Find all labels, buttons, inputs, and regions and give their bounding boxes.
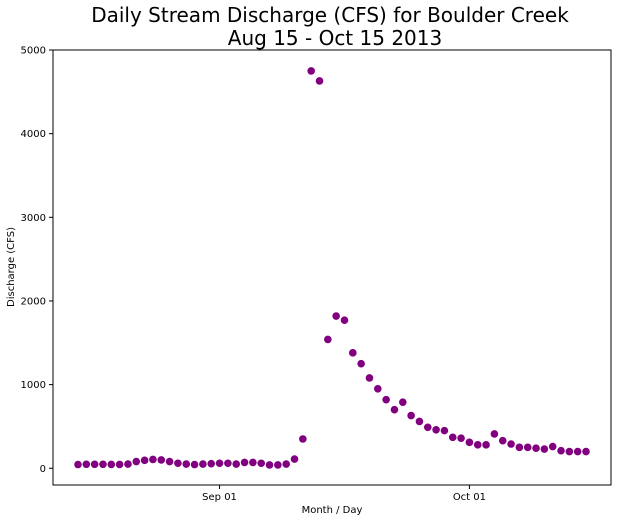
data-point (232, 460, 241, 468)
data-point (473, 441, 482, 449)
data-point (365, 374, 374, 382)
data-point (132, 457, 141, 466)
data-point (274, 461, 282, 469)
data-point (498, 436, 507, 445)
y-tick-label: 1000 (21, 380, 46, 391)
data-point (149, 455, 157, 464)
y-tick-label: 3000 (21, 213, 46, 224)
data-point (482, 441, 490, 449)
data-point (115, 460, 124, 469)
data-point (523, 443, 532, 452)
data-point (448, 433, 457, 442)
data-point (174, 459, 182, 468)
plot-area-frame (52, 49, 612, 486)
x-axis: Sep 01 Oct 01 (202, 485, 486, 503)
data-point (240, 458, 249, 467)
data-point (190, 460, 199, 469)
y-tick-label: 2000 (21, 296, 46, 307)
data-point (340, 316, 349, 325)
data-point (157, 456, 166, 464)
data-point (249, 458, 257, 467)
data-point (557, 446, 565, 455)
data-point (540, 445, 549, 453)
data-point (299, 435, 307, 443)
y-tick-label: 0 (40, 464, 46, 475)
data-point (124, 460, 132, 468)
chart-title-line-1: Daily Stream Discharge (CFS) for Boulder… (91, 3, 569, 27)
data-points (74, 67, 590, 469)
data-point (374, 384, 382, 393)
data-point (548, 442, 557, 451)
data-point (457, 434, 465, 442)
data-point (207, 459, 216, 468)
data-point (332, 312, 340, 320)
data-point (99, 460, 107, 469)
data-point (82, 460, 91, 469)
chart-title-line-2: Aug 15 - Oct 15 2013 (228, 26, 442, 50)
data-point (582, 447, 590, 456)
data-point (290, 455, 299, 463)
data-point (107, 460, 116, 469)
data-point (224, 459, 232, 468)
y-tick-label: 5000 (21, 46, 46, 57)
data-point (415, 417, 424, 426)
x-tick-label: Sep 01 (202, 492, 237, 503)
data-point (565, 447, 574, 456)
data-point (282, 460, 290, 468)
data-point (390, 405, 399, 414)
data-point (315, 77, 324, 85)
data-point (307, 67, 315, 75)
data-point (465, 438, 474, 447)
x-tick-label: Oct 01 (453, 492, 486, 503)
data-point (324, 335, 332, 344)
data-point (265, 461, 274, 469)
y-axis-label: Discharge (CFS) (6, 227, 17, 307)
data-point (490, 430, 499, 438)
data-point (382, 395, 390, 404)
x-axis-label: Month / Day (302, 505, 363, 516)
data-point (407, 411, 415, 420)
data-point (357, 359, 365, 368)
data-point (165, 457, 174, 466)
data-point (398, 398, 407, 406)
data-point (140, 456, 149, 465)
data-point (432, 425, 440, 434)
data-point (573, 447, 582, 456)
data-point (199, 460, 207, 468)
data-point (349, 349, 357, 357)
data-point (257, 459, 266, 468)
y-axis: 0 1000 2000 3000 4000 5000 (21, 46, 53, 475)
data-point (423, 423, 432, 432)
data-point (440, 426, 449, 435)
data-point (507, 440, 515, 448)
data-point (182, 460, 191, 468)
y-tick-label: 4000 (21, 129, 46, 140)
data-point (515, 443, 524, 452)
data-point (74, 460, 82, 469)
data-point (215, 459, 224, 468)
data-point (90, 460, 99, 469)
data-point (532, 444, 540, 452)
